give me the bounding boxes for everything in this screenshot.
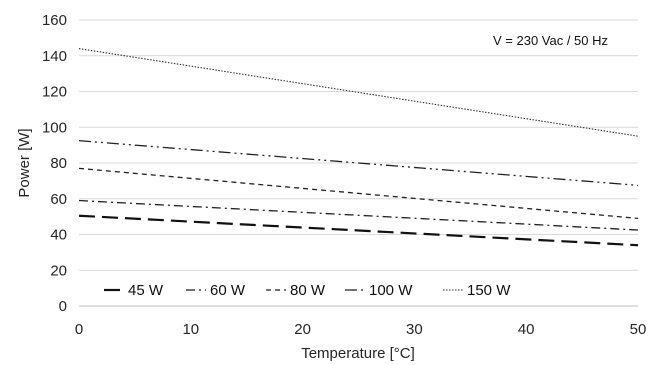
voltage-annotation: V = 230 Vac / 50 Hz <box>493 33 608 48</box>
y-tick-20: 20 <box>50 262 67 279</box>
y-tick-160: 160 <box>42 12 67 29</box>
legend-label-100w: 100 W <box>369 282 413 299</box>
x-tick-0: 0 <box>75 321 83 338</box>
x-tick-20: 20 <box>294 321 311 338</box>
x-tick-30: 30 <box>406 321 423 338</box>
y-tick-100: 100 <box>42 119 67 136</box>
legend-label-150w: 150 W <box>467 282 511 299</box>
y-tick-labels: 0 20 40 60 80 100 120 140 160 <box>42 12 67 315</box>
y-tick-120: 120 <box>42 84 67 101</box>
series-line-80w <box>78 167 639 220</box>
series-line-60w <box>78 199 639 231</box>
y-tick-60: 60 <box>50 191 67 208</box>
y-tick-140: 140 <box>42 48 67 65</box>
legend-label-45w: 45 W <box>128 282 164 299</box>
gridlines <box>79 19 638 271</box>
legend-label-80w: 80 W <box>290 282 326 299</box>
series-line-45w <box>78 214 639 247</box>
x-tick-labels: 0 10 20 30 40 50 <box>75 321 647 338</box>
series-lines <box>78 48 639 247</box>
y-tick-40: 40 <box>50 227 67 244</box>
x-tick-50: 50 <box>630 321 647 338</box>
y-tick-80: 80 <box>50 155 67 172</box>
legend: 45 W 60 W 80 W 100 W 150 W <box>104 282 511 299</box>
x-axis-title: Temperature [°C] <box>301 345 415 362</box>
y-axis-title: Power [W] <box>16 128 33 197</box>
y-tick-0: 0 <box>59 298 67 315</box>
legend-label-60w: 60 W <box>210 282 246 299</box>
series-line-100w <box>78 140 639 186</box>
x-tick-40: 40 <box>518 321 535 338</box>
series-line-150w <box>78 48 639 137</box>
x-tick-10: 10 <box>182 321 199 338</box>
